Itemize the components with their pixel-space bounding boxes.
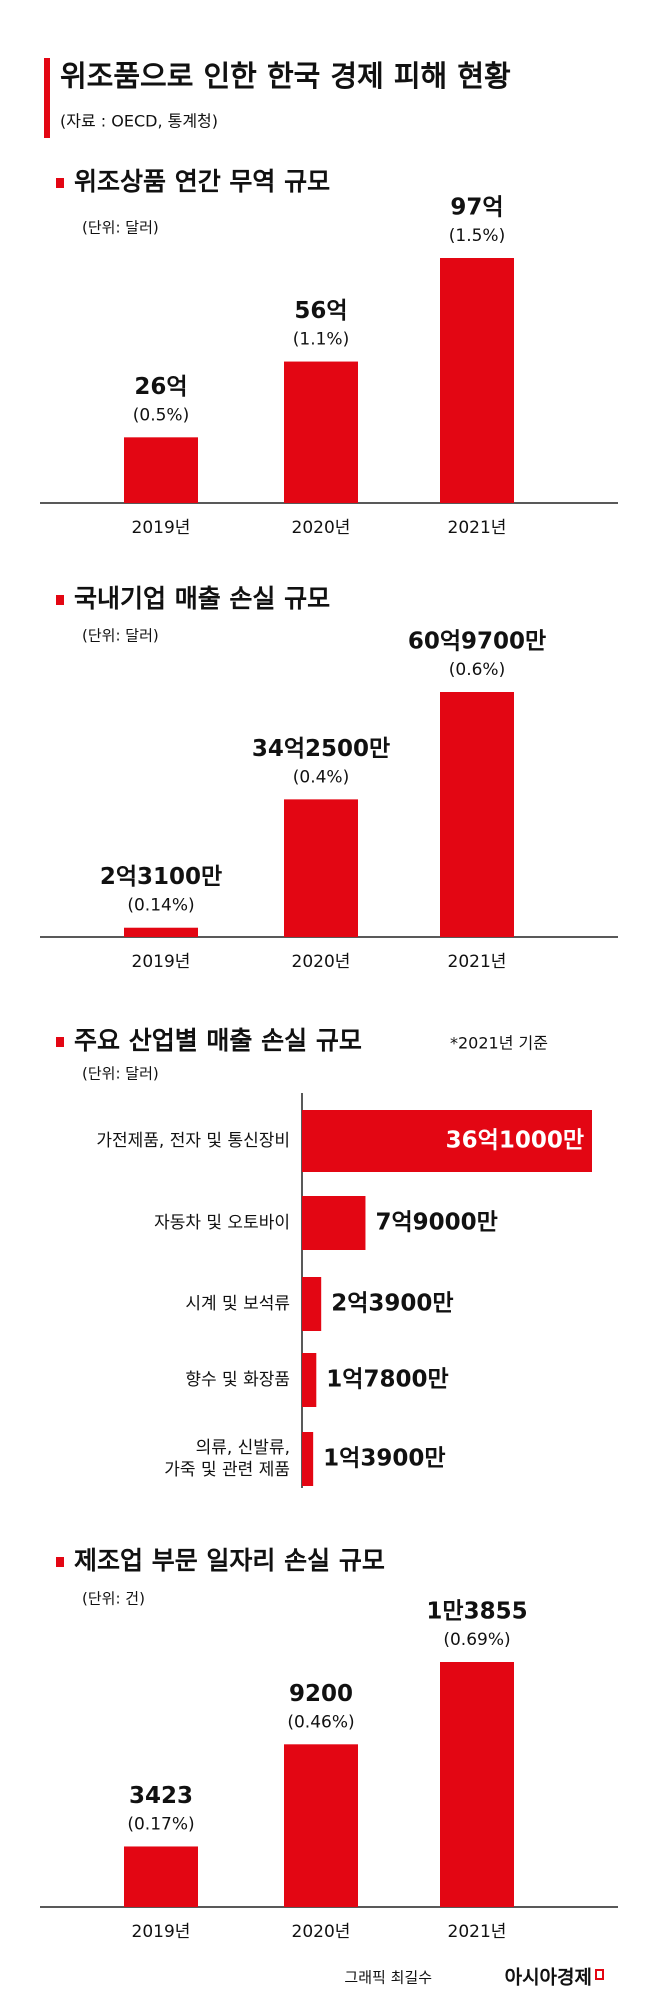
x-tick-label: 2020년 — [292, 1922, 351, 1942]
bar — [124, 1846, 198, 1907]
bar — [124, 927, 198, 937]
value-label: 34억2500만 — [252, 736, 390, 762]
section-marker — [56, 595, 64, 605]
section-marker — [56, 1557, 64, 1567]
unit-label: (단위: 달러) — [82, 1065, 159, 1083]
value-label: 9200 — [289, 1681, 353, 1707]
value-label: 3423 — [129, 1783, 193, 1809]
credit: 그래픽 최길수 — [344, 1969, 432, 1987]
section-title: 위조상품 연간 무역 규모 — [74, 167, 330, 196]
value-label: 97억 — [450, 195, 503, 221]
bar — [284, 799, 358, 937]
value-label: 1억7800만 — [326, 1367, 448, 1393]
bar — [302, 1432, 314, 1486]
y-tick-label: 가전제품, 전자 및 통신장비 — [96, 1131, 290, 1151]
share-label: (0.4%) — [293, 767, 349, 787]
share-label: (0.6%) — [449, 660, 505, 680]
value-label: 1억3900만 — [323, 1446, 445, 1472]
value-label: 2억3900만 — [331, 1291, 453, 1317]
value-label: 36억1000만 — [446, 1128, 584, 1154]
share-label: (1.1%) — [293, 330, 349, 350]
value-label: 60억9700만 — [408, 629, 546, 655]
x-tick-label: 2019년 — [132, 518, 191, 538]
share-label: (0.17%) — [127, 1814, 194, 1834]
x-tick-label: 2019년 — [132, 952, 191, 972]
section-marker — [56, 178, 64, 188]
bar — [302, 1196, 366, 1250]
x-tick-label: 2021년 — [448, 518, 507, 538]
section-title: 국내기업 매출 손실 규모 — [74, 584, 330, 613]
unit-label: (단위: 달러) — [82, 627, 159, 645]
section-title: 제조업 부문 일자리 손실 규모 — [74, 1546, 385, 1575]
x-tick-label: 2020년 — [292, 952, 351, 972]
title-bar — [44, 58, 50, 138]
share-label: (1.5%) — [449, 226, 505, 246]
x-tick-label: 2021년 — [448, 1922, 507, 1942]
value-label: 26억 — [134, 374, 187, 400]
brand: 아시아경제 — [505, 1967, 592, 1989]
section-title: 주요 산업별 매출 손실 규모 — [74, 1026, 362, 1055]
x-tick-label: 2021년 — [448, 952, 507, 972]
bar — [124, 437, 198, 503]
section-marker — [56, 1037, 64, 1047]
unit-label: (단위: 건) — [82, 1590, 145, 1608]
y-tick-label: 의류, 신발류, 가죽 및 관련 제품 — [164, 1438, 290, 1480]
share-label: (0.46%) — [287, 1712, 354, 1732]
y-tick-label: 향수 및 화장품 — [185, 1370, 290, 1390]
value-label: 7억9000만 — [375, 1210, 497, 1236]
share-label: (0.5%) — [133, 405, 189, 425]
main-title: 위조품으로 인한 한국 경제 피해 현황 — [60, 59, 511, 93]
bar — [440, 258, 514, 503]
bar — [302, 1110, 592, 1172]
x-tick-label: 2019년 — [132, 1922, 191, 1942]
brand-mark — [595, 1969, 604, 1980]
bar — [440, 1662, 514, 1907]
bar — [302, 1353, 317, 1407]
value-label: 1만3855 — [426, 1599, 527, 1625]
bar — [284, 361, 358, 503]
bar — [302, 1277, 322, 1331]
y-tick-label: 시계 및 보석류 — [185, 1294, 290, 1314]
y-tick-label: 자동차 및 오토바이 — [154, 1213, 290, 1233]
value-label: 56억 — [294, 298, 347, 324]
share-label: (0.14%) — [127, 896, 194, 916]
bar — [284, 1744, 358, 1907]
source: (자료 : OECD, 통계청) — [60, 112, 218, 131]
unit-label: (단위: 달러) — [82, 219, 159, 237]
value-label: 2억3100만 — [100, 864, 222, 890]
bar — [440, 692, 514, 937]
note: *2021년 기준 — [450, 1034, 548, 1053]
x-tick-label: 2020년 — [292, 518, 351, 538]
share-label: (0.69%) — [443, 1630, 510, 1650]
